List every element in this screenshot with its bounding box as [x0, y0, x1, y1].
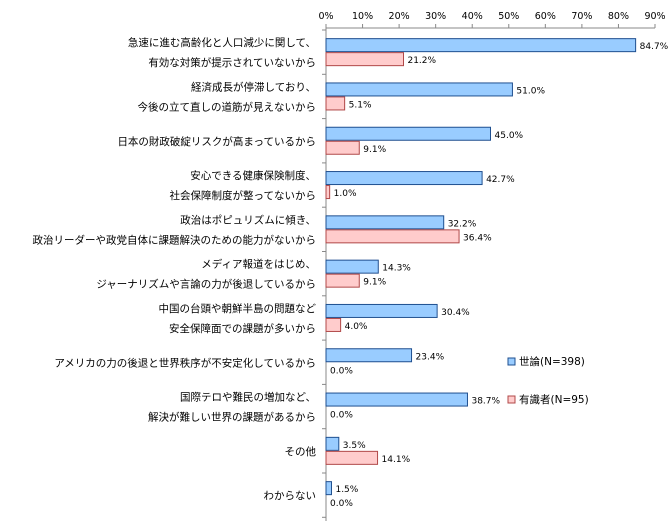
data-label: 1.5% [335, 485, 358, 495]
category-label: 中国の台頭や朝鮮半島の問題など [159, 302, 317, 315]
data-label: 0.0% [330, 499, 353, 509]
category-label: 解決が難しい世界の課題があるから [148, 411, 316, 424]
data-label: 4.0% [345, 322, 368, 332]
bar-public [325, 126, 491, 141]
bar-public [325, 348, 413, 363]
category-label: 有効な対策が提示されていないから [148, 56, 316, 69]
legend-swatch [507, 395, 516, 404]
category-label: 今後の立て直しの道筋が見えないから [138, 100, 317, 113]
category-label: その他 [285, 445, 317, 458]
bar-public [325, 215, 445, 230]
category-label: 急速に進む高齢化と人口減少に関して、 [128, 36, 316, 49]
data-label: 45.0% [495, 131, 524, 141]
data-label: 51.0% [516, 86, 545, 96]
data-label: 30.4% [441, 308, 470, 318]
category-label: 国際テロや難民の増加など、 [180, 391, 316, 404]
legend-swatch [507, 357, 516, 366]
data-label: 14.3% [382, 264, 411, 274]
data-label: 23.4% [416, 352, 445, 362]
category-label: 社会保障制度が整ってないから [170, 189, 316, 202]
data-label: 38.7% [471, 397, 500, 407]
data-label: 5.1% [349, 100, 372, 110]
bar-public [325, 259, 379, 274]
category-label: アメリカの力の後退と世界秩序が不安定化しているから [54, 356, 316, 369]
bar-public [325, 392, 468, 407]
category-label: メディア報道をはじめ、 [201, 258, 316, 271]
data-label: 9.1% [363, 145, 386, 155]
data-label: 21.2% [407, 56, 436, 66]
bar-public [325, 436, 340, 451]
data-label: 1.0% [334, 189, 357, 199]
category-label: 日本の財政破綻リスクが高まっているから [117, 135, 316, 148]
x-tick-label: 70% [571, 11, 592, 22]
bar-public [325, 38, 637, 53]
category-label: 安全保障面での課題が多いから [169, 322, 316, 335]
data-label: 84.7% [640, 42, 669, 52]
bar-public [325, 171, 483, 186]
bar-experts [325, 52, 404, 67]
x-tick-label: 80% [608, 11, 629, 22]
bar-experts [325, 140, 360, 155]
legend-label: 有識者(N=95) [519, 393, 589, 406]
x-tick-label: 90% [644, 11, 665, 22]
category-label: 経済成長が停滞しており、 [191, 80, 316, 93]
data-label: 42.7% [486, 175, 515, 185]
bar-experts [325, 317, 342, 332]
bar-experts [325, 96, 346, 111]
category-label: 政治リーダーや政党自体に課題解決のための能力がないから [33, 233, 317, 246]
data-label: 14.1% [382, 455, 411, 465]
bar-public [325, 303, 438, 318]
legend-label: 世論(N=398) [519, 355, 585, 368]
data-label: 0.0% [330, 411, 353, 421]
bar-experts [325, 450, 379, 465]
x-tick-label: 0% [318, 11, 333, 22]
category-label: 安心できる健康保険制度、 [190, 169, 316, 182]
data-label: 9.1% [363, 278, 386, 288]
data-label: 3.5% [343, 441, 366, 451]
category-label: ジャーナリズムや言論の力が後退しているから [96, 278, 316, 291]
bar-experts [325, 229, 460, 244]
x-tick-label: 50% [498, 11, 519, 22]
bar-public [325, 481, 332, 496]
bar-experts [325, 273, 360, 288]
category-label: わからない [264, 490, 317, 502]
bar-experts [325, 185, 331, 200]
x-tick-label: 40% [462, 11, 483, 22]
data-label: 32.2% [448, 219, 477, 229]
x-tick-label: 10% [352, 11, 373, 22]
bar-public [325, 82, 513, 97]
x-tick-label: 20% [389, 11, 410, 22]
x-tick-label: 60% [535, 11, 556, 22]
x-tick-label: 30% [425, 11, 446, 22]
data-label: 0.0% [330, 366, 353, 376]
data-label: 36.4% [463, 233, 492, 243]
category-label: 政治はポピュリズムに傾き、 [180, 213, 316, 226]
